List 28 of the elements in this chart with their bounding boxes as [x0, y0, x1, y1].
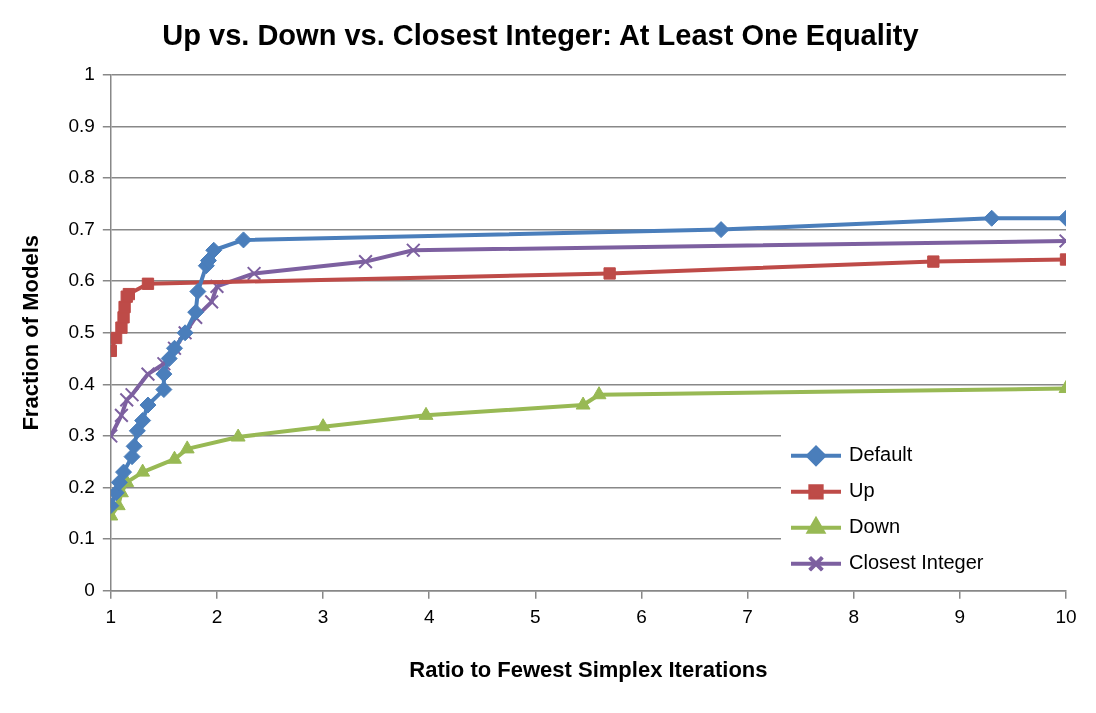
legend-label: Down	[849, 515, 901, 538]
y-tick-label: 0.2	[68, 475, 95, 497]
x-tick-label: 9	[954, 606, 966, 628]
legend-label: Default	[849, 443, 913, 466]
legend-label: Closest Integer	[849, 551, 984, 574]
y-tick-label: 0.7	[68, 217, 95, 239]
chart-title: Up vs. Down vs. Closest Integer: At Least One Equality	[162, 19, 919, 52]
y-tick-label: 1	[84, 63, 95, 85]
x-tick-label: 7	[742, 606, 753, 628]
x-tick-label: 4	[423, 606, 435, 628]
x-tick-label: 8	[848, 606, 860, 628]
y-axis-title: Fraction of Models	[18, 235, 44, 431]
x-tick-label: 1	[105, 606, 117, 628]
y-tick-label: 0.9	[68, 114, 95, 136]
y-tick-label: 0.1	[68, 527, 95, 549]
y-tick-label: 0.4	[68, 372, 96, 394]
y-tick-label: 0.8	[68, 166, 95, 188]
y-tick-label: 0.3	[68, 424, 95, 446]
y-tick-label: 0.5	[68, 321, 95, 343]
x-tick-label: 6	[636, 606, 647, 628]
x-tick-label: 2	[211, 606, 223, 628]
x-tick-label: 5	[530, 606, 541, 628]
y-tick-label: 0	[84, 579, 95, 601]
x-tick-label: 10	[1055, 606, 1077, 628]
legend-label: Up	[849, 479, 875, 502]
y-tick-label: 0.6	[68, 269, 95, 291]
x-tick-label: 3	[317, 606, 329, 628]
x-axis-title: Ratio to Fewest Simplex Iterations	[409, 656, 768, 682]
